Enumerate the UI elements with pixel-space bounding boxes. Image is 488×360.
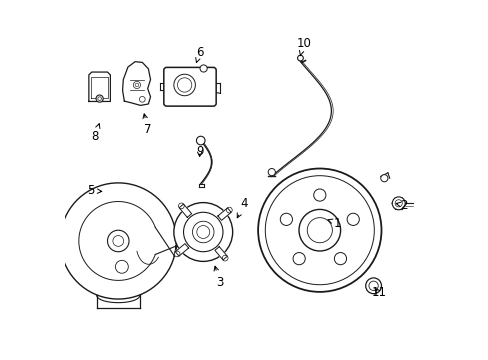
Circle shape (174, 203, 232, 261)
Circle shape (139, 96, 145, 102)
Polygon shape (89, 72, 110, 102)
Circle shape (297, 55, 303, 61)
Polygon shape (218, 208, 231, 220)
Text: 1: 1 (327, 216, 341, 230)
Text: 9: 9 (196, 145, 203, 158)
Text: 11: 11 (371, 287, 386, 300)
Circle shape (192, 221, 214, 243)
Circle shape (183, 212, 223, 252)
FancyBboxPatch shape (163, 67, 216, 106)
Circle shape (222, 255, 227, 261)
Circle shape (394, 200, 402, 207)
Circle shape (313, 189, 325, 201)
Circle shape (265, 176, 373, 285)
Circle shape (133, 81, 140, 89)
Polygon shape (122, 62, 150, 105)
Text: 7: 7 (142, 114, 151, 136)
Text: 5: 5 (87, 184, 102, 197)
Circle shape (178, 203, 184, 209)
Circle shape (174, 251, 180, 257)
Circle shape (391, 197, 405, 210)
Circle shape (292, 253, 305, 265)
Circle shape (174, 74, 195, 96)
Circle shape (380, 175, 387, 182)
Circle shape (280, 213, 292, 225)
Circle shape (365, 278, 381, 294)
Text: 6: 6 (195, 46, 203, 63)
Circle shape (196, 136, 204, 145)
Polygon shape (214, 247, 227, 260)
Circle shape (196, 226, 209, 238)
Circle shape (113, 235, 123, 246)
Text: 10: 10 (296, 37, 310, 56)
Circle shape (334, 253, 346, 265)
Circle shape (107, 230, 129, 252)
Circle shape (115, 260, 128, 273)
Circle shape (98, 97, 101, 100)
Circle shape (226, 207, 232, 213)
Text: 8: 8 (91, 123, 100, 144)
Polygon shape (91, 77, 108, 98)
Circle shape (258, 168, 381, 292)
Text: 2: 2 (395, 199, 407, 212)
Circle shape (200, 65, 207, 72)
Circle shape (368, 281, 378, 291)
Text: 4: 4 (237, 197, 248, 218)
Circle shape (306, 218, 332, 243)
Circle shape (346, 213, 359, 225)
Circle shape (135, 83, 139, 87)
Text: 3: 3 (214, 266, 223, 289)
Circle shape (267, 168, 275, 176)
Circle shape (96, 95, 103, 102)
Circle shape (177, 78, 191, 92)
Polygon shape (179, 204, 191, 217)
Circle shape (298, 210, 340, 251)
Polygon shape (175, 244, 188, 256)
